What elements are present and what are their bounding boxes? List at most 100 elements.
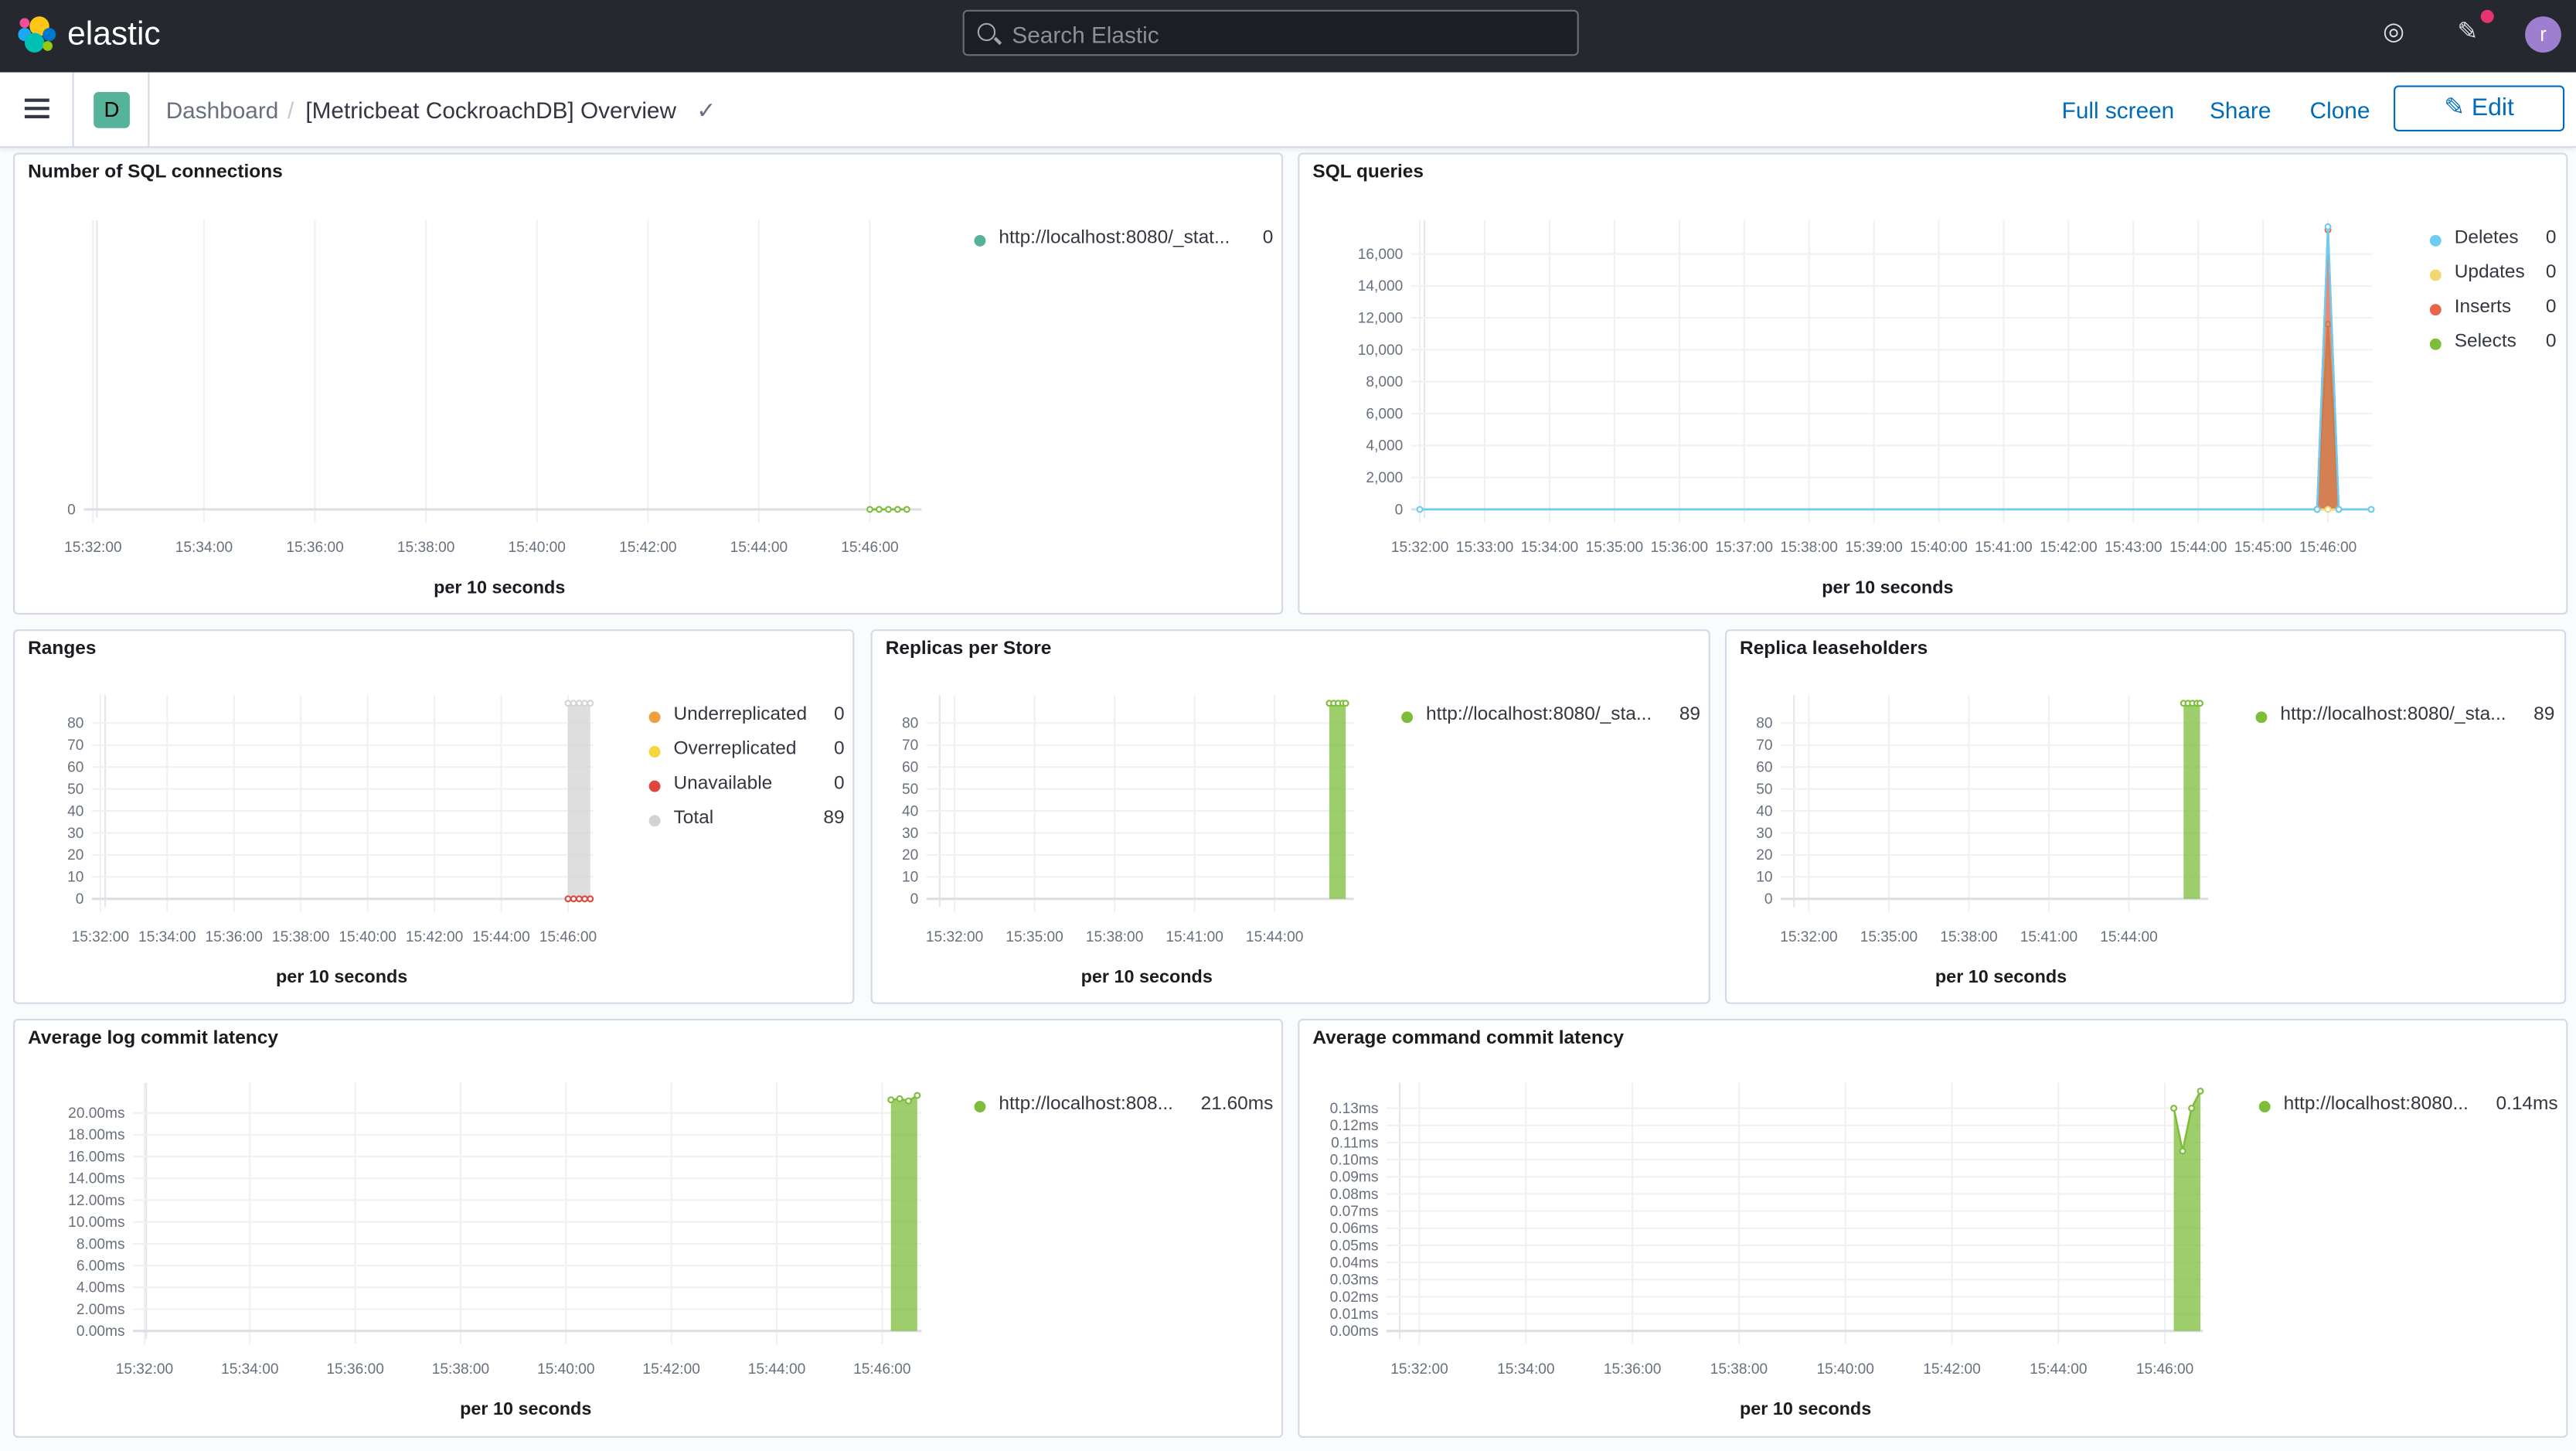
data-point[interactable] — [575, 700, 583, 707]
data-point[interactable] — [893, 506, 901, 513]
legend-item[interactable]: http://localhost:8080/_sta... 89 — [1401, 705, 1700, 740]
data-point[interactable] — [2197, 1087, 2204, 1095]
x-tick-label: 15:42:00 — [642, 1361, 699, 1378]
legend-label: http://localhost:8080/_sta... — [2280, 704, 2506, 725]
legend-item[interactable]: Unavailable 0 — [648, 774, 845, 809]
data-point[interactable] — [2179, 1147, 2186, 1155]
elastic-logo[interactable]: elastic — [18, 15, 161, 54]
data-point[interactable] — [2367, 506, 2375, 513]
x-tick-label: 15:44:00 — [730, 540, 788, 556]
data-point[interactable] — [2188, 1105, 2196, 1112]
panel-title: Average command commit latency — [1312, 1028, 1624, 1049]
full-screen-button[interactable]: Full screen — [2061, 97, 2175, 124]
y-tick-label: 0.08ms — [1330, 1187, 1379, 1203]
legend-item[interactable]: Selects 0 — [2429, 332, 2556, 366]
data-point[interactable] — [575, 895, 583, 903]
legend-item[interactable]: Deletes 0 — [2429, 228, 2556, 263]
legend-dot-icon — [648, 780, 661, 792]
legend-dot-icon — [648, 815, 661, 827]
y-tick-label: 0 — [910, 891, 919, 908]
data-point[interactable] — [1342, 700, 1349, 707]
data-point[interactable] — [914, 1092, 921, 1099]
chart: 15:32:00 15:33:00 15:34:00 15:35:00 15:36:00… — [1358, 220, 2375, 556]
data-point[interactable] — [564, 895, 572, 903]
legend: Deletes 0 Updates 0 Inserts 0 Selects 0 — [2429, 228, 2556, 366]
x-tick-label: 15:45:00 — [2234, 540, 2292, 556]
data-point[interactable] — [581, 700, 589, 707]
top-header: elastic Search Elastic ◎ ✎ r — [0, 0, 2576, 73]
data-point[interactable] — [587, 700, 594, 707]
panel-average-log-commit-latency[interactable]: Average log commit latency per 10 second… — [13, 1018, 1284, 1438]
panel-replicas-per-store[interactable]: Replicas per Store per 10 seconds http:/… — [870, 629, 1710, 1004]
data-point[interactable] — [875, 506, 883, 513]
search-input[interactable]: Search Elastic — [962, 9, 1579, 56]
series-area — [2183, 703, 2200, 899]
legend-dot-icon — [2429, 304, 2442, 316]
legend-item[interactable]: http://localhost:8080... 0.14ms — [2258, 1095, 2558, 1129]
y-tick-label: 40 — [1756, 803, 1772, 819]
legend-item[interactable]: http://localhost:8080/_sta... 89 — [2255, 704, 2554, 740]
data-point[interactable] — [2313, 506, 2321, 513]
legend-label: Underreplicated — [673, 704, 808, 725]
help-icon[interactable]: ◎ — [2383, 18, 2404, 46]
panel-number-of-sql-connections[interactable]: Number of SQL connections per 10 seconds… — [13, 152, 1284, 615]
data-point[interactable] — [903, 506, 910, 513]
x-tick-label: 15:46:00 — [2136, 1361, 2193, 1378]
data-point[interactable] — [884, 506, 892, 513]
x-tick-label: 15:44:00 — [2100, 929, 2157, 945]
newsfeed-icon[interactable]: ✎ — [2457, 18, 2479, 46]
space-avatar[interactable]: D — [94, 92, 130, 128]
legend-item[interactable]: http://localhost:8080/_stat... 0 — [974, 228, 1273, 263]
legend: http://localhost:8080/_stat... 0 — [974, 228, 1273, 263]
data-point[interactable] — [564, 700, 572, 707]
panel-average-command-commit-latency[interactable]: Average command commit latency per 10 se… — [1298, 1018, 2568, 1438]
share-button[interactable]: Share — [2209, 97, 2271, 124]
legend-item[interactable]: Total 89 — [648, 809, 845, 843]
data-point[interactable] — [904, 1097, 912, 1105]
legend-value: 0 — [833, 704, 845, 725]
menu-icon[interactable] — [24, 98, 49, 119]
data-point[interactable] — [896, 1095, 903, 1102]
legend: http://localhost:8080... 0.14ms — [2258, 1095, 2558, 1129]
data-point[interactable] — [887, 1096, 895, 1104]
y-tick-label: 10.00ms — [68, 1214, 124, 1231]
y-tick-label: 0.06ms — [1330, 1221, 1379, 1237]
y-tick-label: 0 — [67, 502, 76, 518]
data-point[interactable] — [570, 895, 577, 903]
y-tick-label: 0 — [1764, 891, 1773, 908]
legend-item[interactable]: Underreplicated 0 — [648, 704, 845, 740]
edit-button[interactable]: ✎ Edit — [2394, 85, 2565, 132]
data-point[interactable] — [587, 895, 594, 903]
data-point[interactable] — [2170, 1105, 2178, 1112]
legend-label: Overreplicated — [673, 739, 797, 760]
x-tick-label: 15:33:00 — [1456, 540, 1513, 556]
legend-item[interactable]: Inserts 0 — [2429, 298, 2556, 332]
legend-item[interactable]: Overreplicated 0 — [648, 739, 845, 775]
legend-item[interactable]: http://localhost:808... 21.60ms — [974, 1095, 1273, 1129]
data-point[interactable] — [2324, 223, 2332, 230]
y-tick-label: 0.02ms — [1330, 1289, 1379, 1306]
legend-item[interactable]: Updates 0 — [2429, 263, 2556, 298]
y-tick-label: 0.09ms — [1330, 1170, 1379, 1186]
data-point[interactable] — [570, 700, 577, 707]
data-point[interactable] — [581, 895, 589, 903]
x-axis-label: per 10 seconds — [276, 968, 408, 988]
data-point[interactable] — [2324, 506, 2332, 513]
x-tick-label: 15:42:00 — [2040, 540, 2097, 556]
data-point[interactable] — [2197, 700, 2203, 707]
user-avatar[interactable]: r — [2525, 16, 2561, 53]
breadcrumb-dashboard[interactable]: Dashboard — [165, 97, 279, 124]
data-point[interactable] — [2335, 506, 2343, 513]
panel-sql-queries[interactable]: SQL queries per 10 seconds Deletes 0 Upd… — [1298, 152, 2568, 615]
data-point[interactable] — [1416, 506, 1424, 513]
x-tick-label: 15:34:00 — [138, 929, 196, 945]
y-tick-label: 60 — [902, 760, 918, 776]
x-tick-label: 15:36:00 — [206, 929, 263, 945]
y-tick-label: 14.00ms — [68, 1171, 124, 1187]
x-tick-label: 15:44:00 — [472, 929, 529, 945]
panel-replica-leaseholders[interactable]: Replica leaseholders per 10 seconds http… — [1724, 629, 2567, 1004]
x-tick-label: 15:40:00 — [1816, 1361, 1873, 1378]
clone-button[interactable]: Clone — [2309, 97, 2370, 124]
data-point[interactable] — [866, 506, 873, 513]
panel-ranges[interactable]: Ranges per 10 seconds Underreplicated 0 … — [13, 629, 855, 1004]
